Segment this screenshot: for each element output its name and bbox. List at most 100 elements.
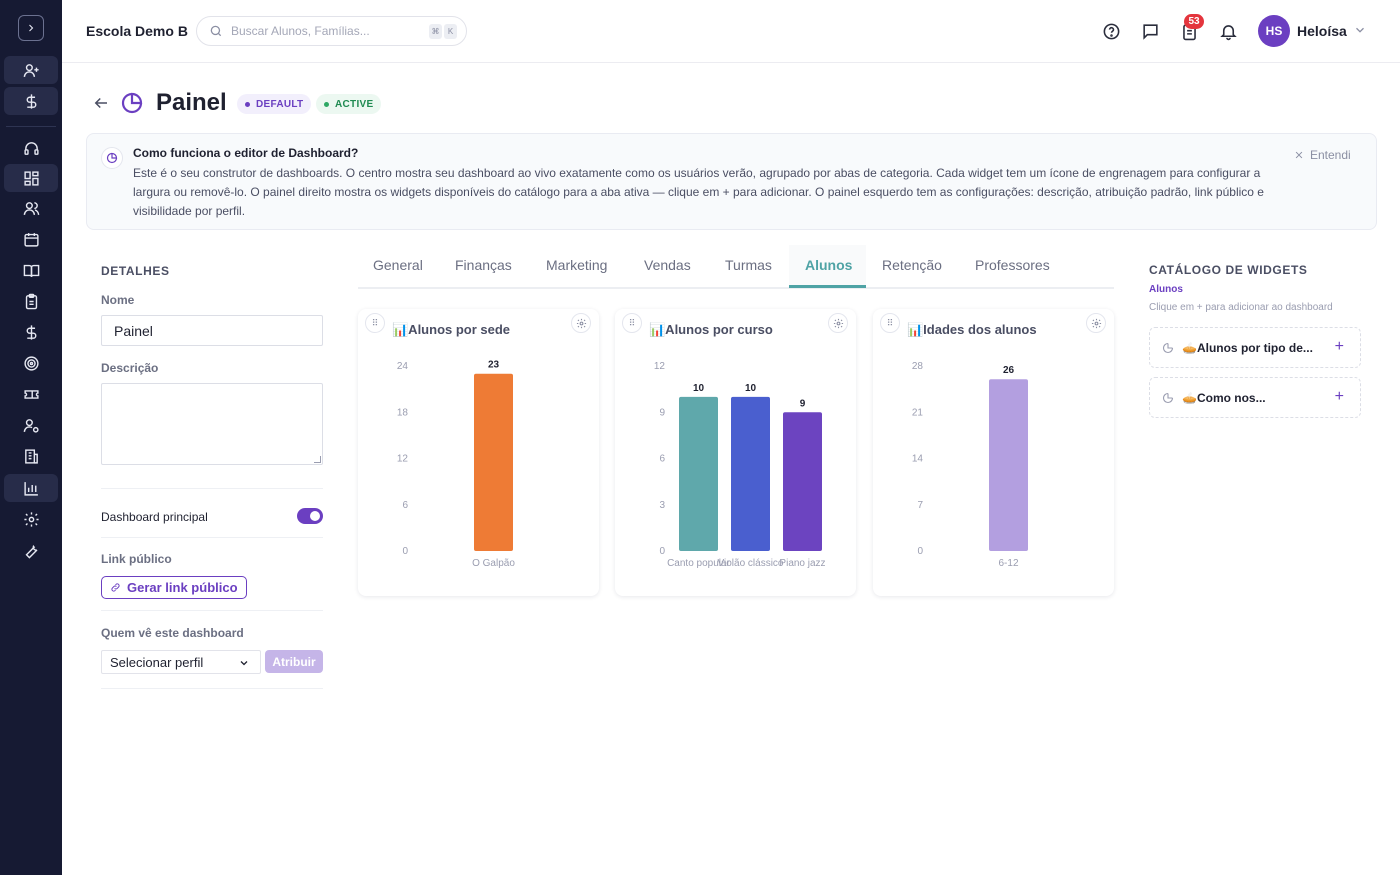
banner-text: Este é o seu construtor de dashboards. O… xyxy=(133,166,1264,218)
sidebar-item-users[interactable] xyxy=(4,194,58,222)
drag-handle-icon[interactable]: ⠿ xyxy=(622,313,642,333)
widget-title: 📊Alunos por curso xyxy=(649,322,773,337)
sidebar-item-add-student[interactable] xyxy=(4,56,58,84)
clipboard-icon xyxy=(25,293,37,309)
help-button[interactable] xyxy=(1101,21,1121,41)
tab-financas[interactable]: Finanças xyxy=(455,257,512,273)
catalog-item[interactable]: 🥧Como nos... + xyxy=(1149,377,1361,418)
shortcut-key-cmd: ⌘ xyxy=(429,24,442,39)
assign-button[interactable]: Atribuir xyxy=(265,650,323,673)
add-widget-button[interactable]: + xyxy=(1334,388,1344,405)
search-box[interactable]: ⌘ K xyxy=(196,16,467,46)
close-icon xyxy=(1295,151,1303,159)
dismiss-label: Entendi xyxy=(1310,148,1351,162)
pie-chart-icon xyxy=(1162,392,1174,404)
tab-retencao[interactable]: Retenção xyxy=(882,257,942,273)
sidebar-item-tasks[interactable] xyxy=(4,287,58,315)
sidebar-item-support[interactable] xyxy=(4,134,58,162)
chevron-down-icon xyxy=(240,661,248,666)
tasks-count-badge: 53 xyxy=(1184,14,1204,29)
y-tick-label: 21 xyxy=(912,407,924,418)
sidebar-item-courses[interactable] xyxy=(4,256,58,284)
sidebar-item-payment[interactable] xyxy=(4,87,58,115)
dismiss-banner-button[interactable]: Entendi xyxy=(1294,148,1351,162)
widget-settings-button[interactable] xyxy=(828,313,848,333)
tab-turmas[interactable]: Turmas xyxy=(725,257,772,273)
catalog-active-tab: Alunos xyxy=(1149,284,1183,295)
sidebar-item-tickets[interactable] xyxy=(4,380,58,408)
active-tab-background xyxy=(789,245,866,285)
widget-alunos-por-curso: ⠿ 📊Alunos por curso 0 3 6 9 12 10 Canto popula… xyxy=(615,309,856,596)
tab-marketing[interactable]: Marketing xyxy=(546,257,608,273)
avatar[interactable]: HS xyxy=(1258,15,1290,47)
gear-icon xyxy=(576,318,586,328)
badge-dot xyxy=(245,101,250,107)
active-badge: ACTIVE xyxy=(316,94,382,114)
catalog-title: CATÁLOGO DE WIDGETS xyxy=(1149,263,1308,277)
catalog-item[interactable]: 🥧Alunos por tipo de... + xyxy=(1149,327,1361,368)
x-tick-label: O Galpão xyxy=(472,558,515,569)
sidebar-item-reports[interactable] xyxy=(4,474,58,502)
tab-alunos[interactable]: Alunos xyxy=(805,257,853,273)
building-icon xyxy=(24,448,38,464)
sidebar-item-buildings[interactable] xyxy=(4,442,58,470)
tab-general[interactable]: General xyxy=(373,257,423,273)
dashboard-grid-icon xyxy=(23,170,39,186)
generate-public-link-button[interactable]: Gerar link público xyxy=(101,576,247,599)
sidebar-item-calendar[interactable] xyxy=(4,225,58,253)
name-label: Nome xyxy=(101,293,135,307)
user-name[interactable]: Heloísa xyxy=(1297,23,1347,39)
sidebar-item-settings[interactable] xyxy=(4,505,58,533)
active-badge-label: ACTIVE xyxy=(335,98,374,110)
widget-settings-button[interactable] xyxy=(1086,313,1106,333)
sidebar-expand-button[interactable] xyxy=(18,15,44,41)
widget-settings-button[interactable] xyxy=(571,313,591,333)
sidebar-item-goals[interactable] xyxy=(4,349,58,377)
dollar-icon xyxy=(26,93,36,109)
resize-handle[interactable] xyxy=(314,456,321,463)
shortcut-key-k: K xyxy=(444,24,457,39)
profile-select-value: Selecionar perfil xyxy=(110,654,204,670)
drag-handle-icon[interactable]: ⠿ xyxy=(880,313,900,333)
divider xyxy=(101,488,323,489)
y-tick-label: 12 xyxy=(654,361,666,372)
bar xyxy=(989,379,1028,551)
notifications-button[interactable] xyxy=(1218,21,1238,41)
chat-icon xyxy=(1142,23,1158,40)
book-open-icon xyxy=(23,264,39,277)
wrench-icon xyxy=(25,544,37,559)
tab-vendas[interactable]: Vendas xyxy=(644,257,691,273)
search-input[interactable] xyxy=(231,24,421,38)
profile-select[interactable]: Selecionar perfil xyxy=(101,650,261,674)
bar xyxy=(679,396,718,551)
bar xyxy=(474,373,513,551)
drag-handle-icon[interactable]: ⠿ xyxy=(365,313,385,333)
add-widget-button[interactable]: + xyxy=(1334,338,1344,355)
dollar-icon xyxy=(26,324,36,340)
name-field[interactable]: Painel xyxy=(101,315,323,346)
description-field[interactable] xyxy=(101,383,323,465)
default-badge: DEFAULT xyxy=(237,94,312,114)
sidebar-item-finance[interactable] xyxy=(4,318,58,346)
tab-professores[interactable]: Professores xyxy=(975,257,1050,273)
messages-button[interactable] xyxy=(1140,21,1160,41)
bar-chart-icon xyxy=(23,481,38,496)
y-tick-label: 0 xyxy=(402,546,408,557)
y-tick-label: 0 xyxy=(659,546,665,557)
details-section-title: DETALHES xyxy=(101,264,170,278)
y-tick-label: 24 xyxy=(397,361,409,372)
user-plus-icon xyxy=(23,63,39,77)
y-tick-label: 12 xyxy=(397,454,409,465)
divider xyxy=(101,688,323,689)
link-icon xyxy=(111,583,120,592)
sidebar-item-dashboard[interactable] xyxy=(4,164,58,192)
gear-icon xyxy=(23,511,39,527)
chevron-down-icon[interactable] xyxy=(1353,23,1367,37)
banner-title: Como funciona o editor de Dashboard? xyxy=(133,146,359,160)
bar xyxy=(731,396,770,551)
sidebar-item-user-settings[interactable] xyxy=(4,411,58,439)
main-dashboard-toggle[interactable] xyxy=(297,508,323,524)
bar-chart: 0 6 12 18 24 23 O Galpão xyxy=(397,360,515,569)
sidebar-item-tools[interactable] xyxy=(4,536,58,564)
back-arrow-icon[interactable] xyxy=(92,94,110,112)
